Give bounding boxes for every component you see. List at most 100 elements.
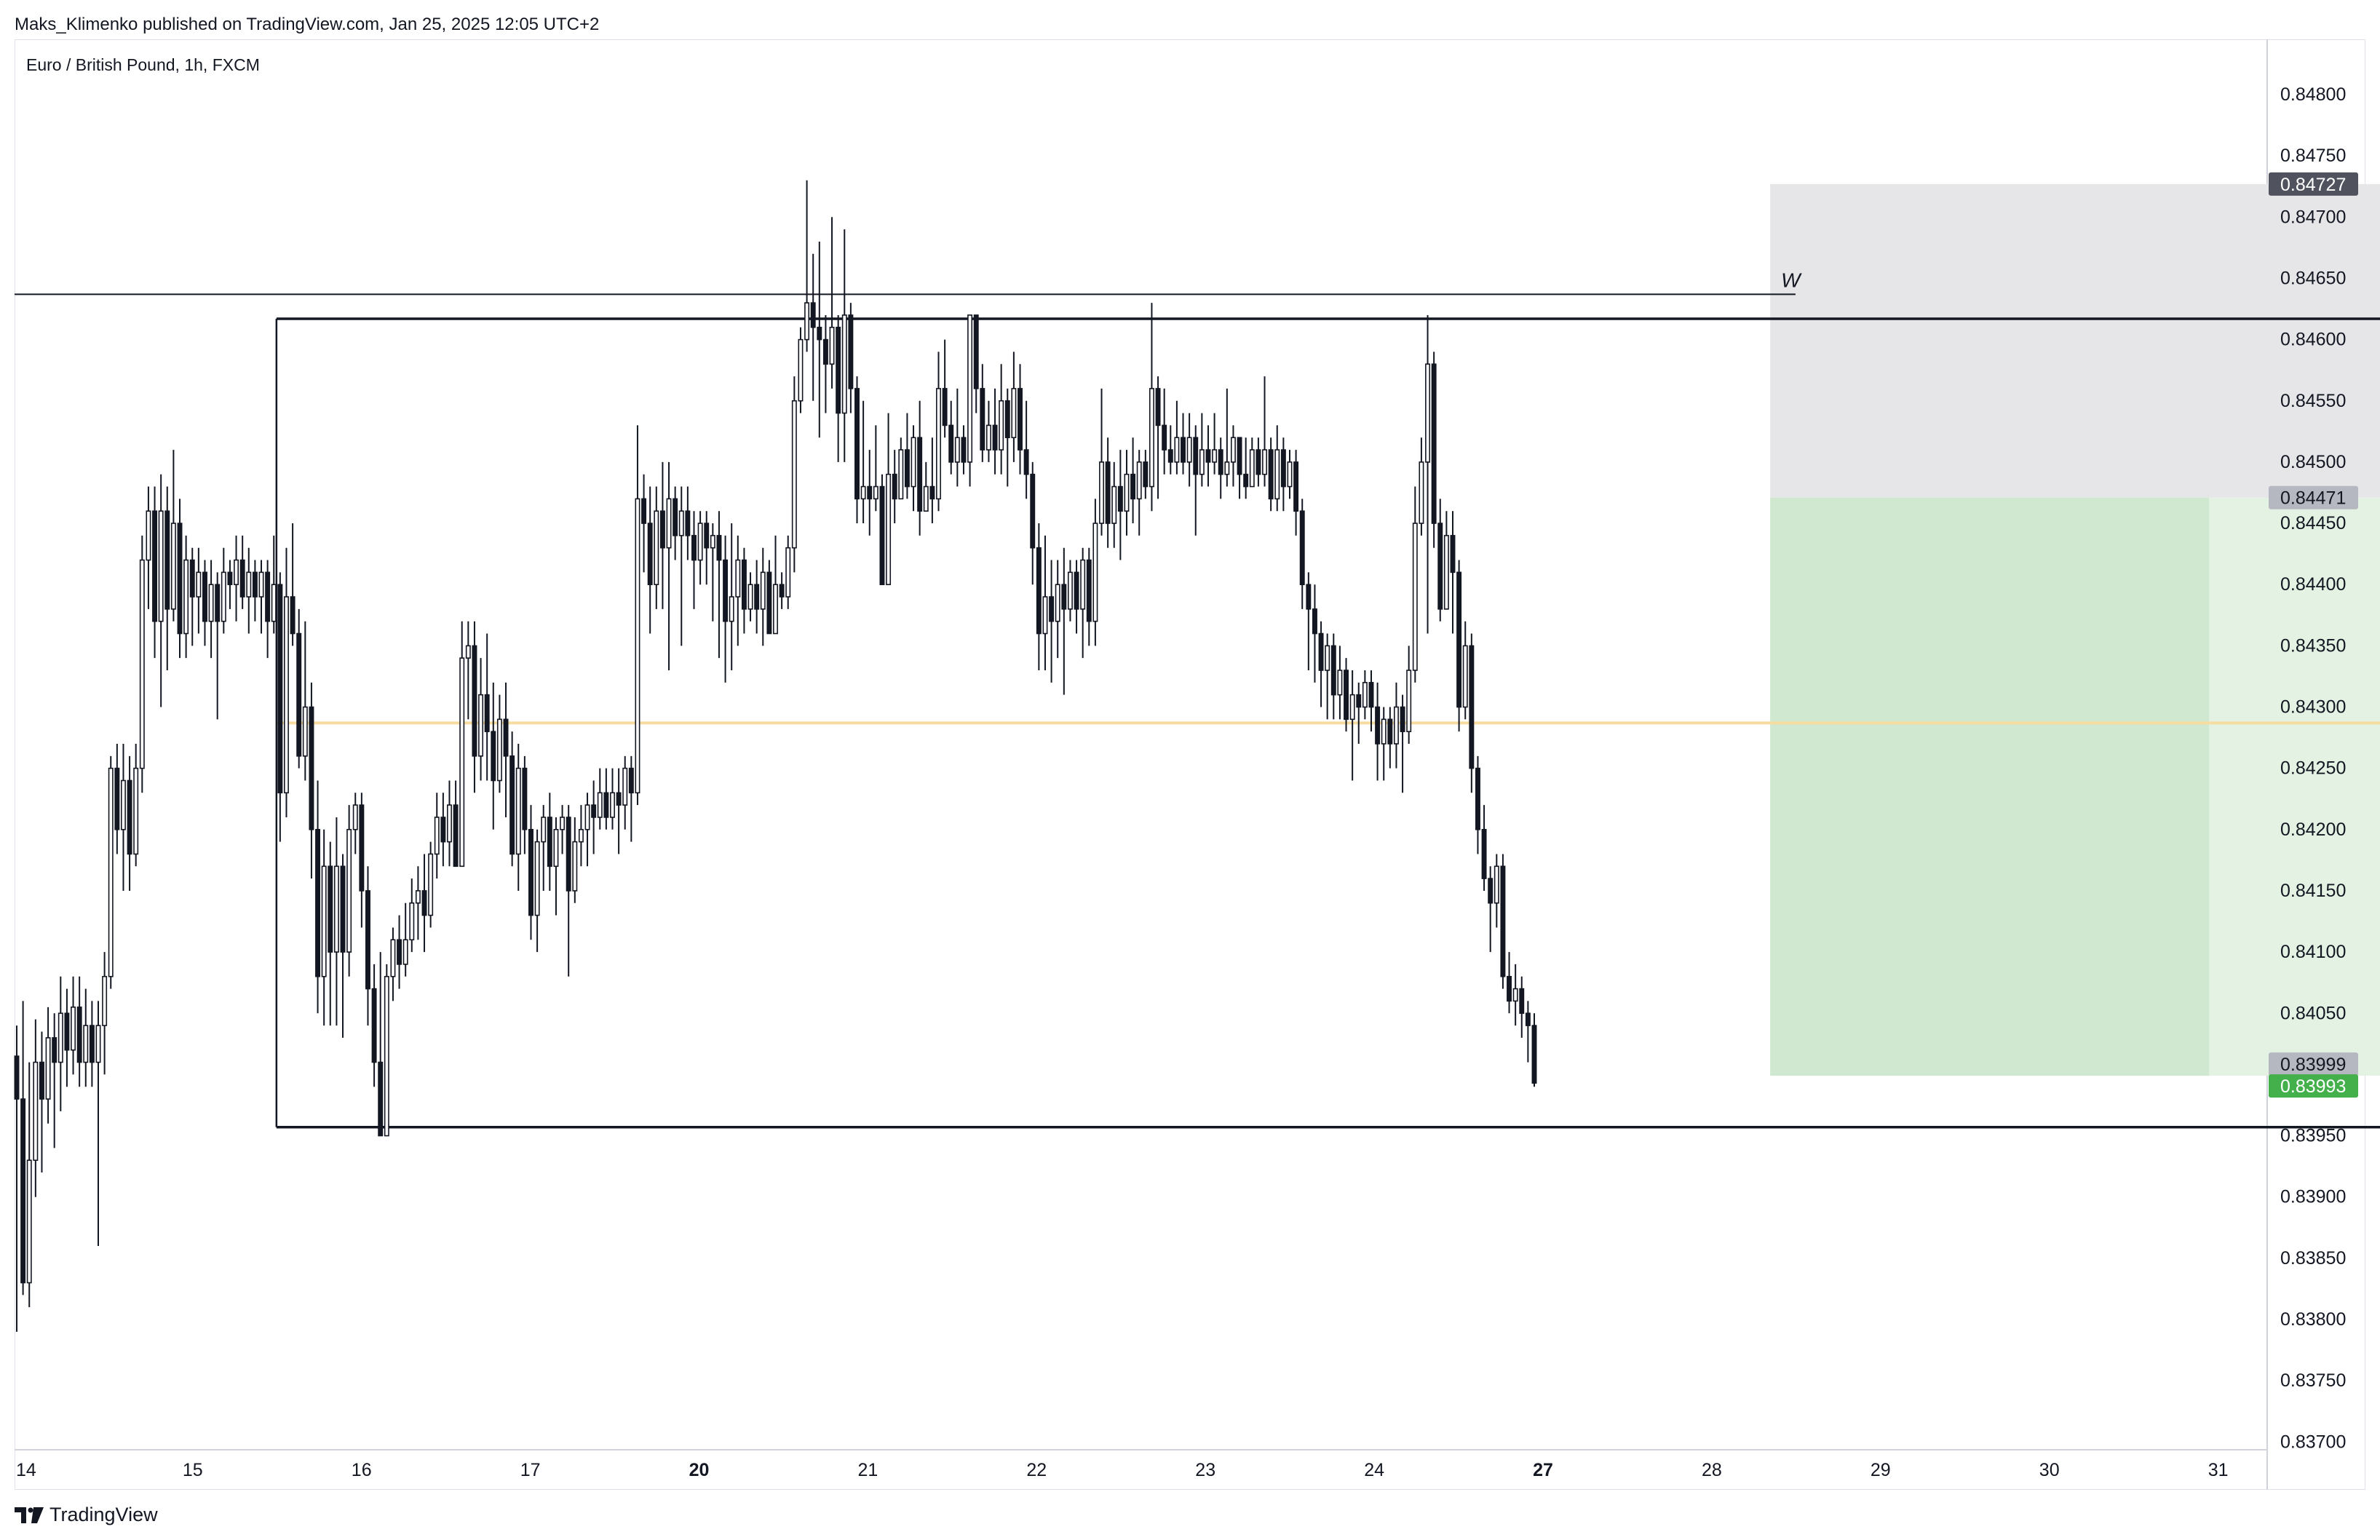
candle-body: [71, 1007, 76, 1051]
candle-body: [1130, 473, 1136, 500]
time-tick-label: 14: [16, 1460, 36, 1480]
price-tick-label: 0.83950: [2280, 1126, 2346, 1146]
candle-body: [170, 523, 176, 610]
candle-body: [723, 559, 729, 622]
candle-body: [1049, 596, 1055, 622]
candle-body: [271, 584, 277, 622]
candle-body: [234, 559, 239, 585]
candle-body: [647, 523, 653, 585]
candle-body: [1174, 437, 1180, 463]
time-tick-label: 27: [1533, 1460, 1553, 1480]
price-tag-label: 0.84727: [2280, 175, 2346, 195]
candle-body: [591, 804, 597, 818]
tradingview-logo-icon: [15, 1507, 44, 1523]
candle-body: [1136, 461, 1142, 500]
publisher-header: Maks_Klimenko published on TradingView.c…: [15, 15, 600, 34]
candle-body: [1237, 437, 1242, 475]
candle-body: [258, 571, 264, 598]
candle-body: [365, 890, 370, 990]
candle-body: [691, 535, 697, 561]
time-tick-label: 30: [2039, 1460, 2060, 1480]
candle-body: [1181, 437, 1186, 463]
candle-body: [1431, 363, 1437, 524]
candle-body: [496, 718, 502, 782]
candle-body: [309, 706, 314, 830]
candle-body: [898, 449, 904, 500]
candle-body: [973, 314, 979, 389]
candle-body: [83, 1025, 89, 1063]
candle-body: [52, 1037, 57, 1063]
candle-body: [1280, 449, 1286, 488]
candle-body: [359, 804, 365, 892]
candle-body: [1330, 645, 1336, 696]
candle-body: [453, 804, 459, 868]
candle-body: [1268, 449, 1274, 500]
candle-body: [547, 817, 552, 868]
price-tick-label: 0.84800: [2280, 84, 2346, 105]
candle-body: [1531, 1025, 1537, 1084]
candle-body: [1117, 485, 1123, 512]
candle-body: [798, 338, 804, 402]
candle-body: [409, 902, 415, 941]
candle-body: [1149, 388, 1154, 488]
candle-body: [402, 939, 408, 965]
candle-body: [265, 571, 271, 622]
candle-body: [541, 817, 547, 843]
candle-body: [1274, 449, 1280, 500]
symbol-title[interactable]: Euro / British Pound, 1h, FXCM: [26, 55, 260, 74]
candle-body: [572, 841, 578, 892]
time-tick-label: 28: [1702, 1460, 1722, 1480]
candle-body: [465, 645, 471, 659]
candle-body: [673, 498, 678, 536]
candle-body: [20, 1098, 26, 1284]
candle-body: [923, 485, 929, 512]
candle-body: [1205, 449, 1211, 463]
candle-body: [447, 804, 452, 843]
candle-body: [1256, 449, 1261, 475]
time-tick-label: 22: [1026, 1460, 1047, 1480]
brand-name: TradingView: [49, 1504, 158, 1525]
price-tick-label: 0.84050: [2280, 1003, 2346, 1023]
time-tick-label: 15: [183, 1460, 203, 1480]
candle-body: [491, 731, 496, 782]
candle-body: [1500, 865, 1506, 977]
candle-body: [472, 645, 477, 757]
candle-body: [1412, 523, 1418, 671]
candle-body: [1186, 437, 1192, 463]
stop-loss-zone: [1770, 183, 2380, 498]
candle-body: [1293, 461, 1299, 512]
candle-body: [917, 437, 923, 512]
candle-body: [1425, 363, 1431, 463]
candle-body: [697, 523, 703, 561]
candle-body: [754, 584, 760, 610]
time-tick-label: 23: [1195, 1460, 1215, 1480]
candle-body: [95, 1025, 101, 1063]
candle-body: [817, 326, 822, 341]
candle-body: [196, 571, 202, 598]
tradingview-logo[interactable]: TradingView: [15, 1504, 158, 1526]
candle-body: [434, 817, 440, 855]
candle-body: [747, 584, 753, 610]
candle-body: [760, 571, 766, 610]
candle-body: [654, 510, 659, 585]
candle-body: [860, 485, 866, 500]
candle-body: [1004, 400, 1010, 439]
candle-body: [108, 767, 114, 977]
candle-body: [741, 559, 747, 610]
price-tick-label: 0.84650: [2280, 268, 2346, 288]
candle-body: [1469, 645, 1475, 769]
candle-body: [428, 853, 434, 916]
candle-body: [1462, 645, 1468, 708]
candle-body: [1287, 461, 1293, 488]
candle-body: [76, 1007, 82, 1063]
candle-body: [277, 584, 283, 794]
candle-body: [102, 975, 108, 1026]
candle-body: [710, 535, 715, 549]
price-tick-label: 0.83800: [2280, 1309, 2346, 1330]
candle-body: [315, 829, 321, 977]
candle-body: [1400, 706, 1405, 732]
candle-body: [936, 388, 941, 500]
candle-body: [421, 890, 427, 916]
candle-body: [584, 804, 590, 830]
